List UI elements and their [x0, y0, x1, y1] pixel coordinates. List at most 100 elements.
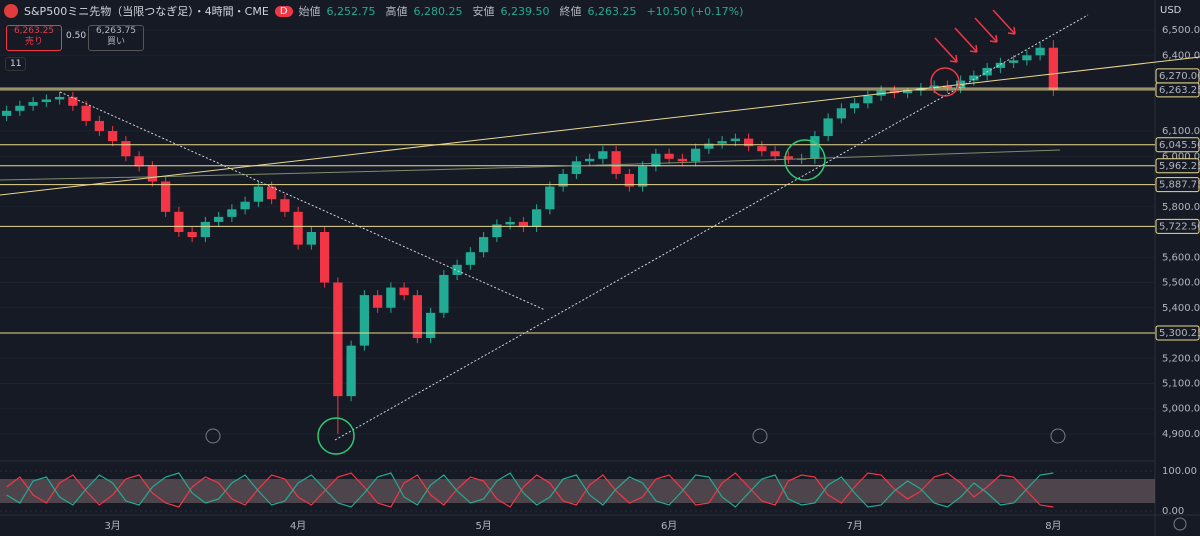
- candle-body: [1035, 47, 1045, 56]
- event-icon[interactable]: [205, 428, 221, 444]
- level-label: 6,263.25: [1159, 85, 1200, 96]
- candle-body: [598, 151, 608, 159]
- ohlc-value: 6,239.50: [500, 4, 550, 18]
- x-tick-label: 4月: [290, 520, 306, 532]
- currency[interactable]: USD: [1160, 5, 1182, 16]
- ohlc-value: 6,263.25: [587, 4, 637, 18]
- candle-body: [293, 211, 303, 245]
- candle-body: [1, 110, 12, 116]
- candle-body: [478, 237, 489, 253]
- buy-button[interactable]: 6,263.75 買い: [88, 25, 144, 51]
- candle-body: [611, 151, 621, 174]
- y-tick-label: 5,600.00: [1162, 252, 1200, 263]
- event-icon[interactable]: [1050, 428, 1066, 444]
- y-tick-label: 0.00: [1162, 506, 1184, 517]
- candle-body: [1048, 47, 1059, 90]
- buy-label: 買い: [106, 37, 125, 47]
- level-label-box: [1155, 177, 1200, 193]
- y-tick-label: 6,000.00: [1162, 151, 1200, 162]
- candle-body: [757, 146, 767, 152]
- candle-body: [571, 161, 582, 174]
- candle-body: [1022, 55, 1032, 61]
- candle-body: [836, 108, 847, 119]
- candle-body: [664, 153, 674, 159]
- oscillator-line: [6, 472, 1054, 508]
- y-tick-label: 6,500.00: [1162, 25, 1200, 36]
- level-label: 6,045.50: [1159, 140, 1200, 151]
- annotations: [0, 9, 1200, 531]
- candle-body: [266, 186, 277, 200]
- candle-body: [637, 166, 648, 187]
- highlight-circle: [317, 417, 355, 455]
- candle-body: [810, 136, 820, 159]
- y-tick-label: 5,100.00: [1162, 379, 1200, 390]
- candle-body: [863, 95, 873, 104]
- y-tick-label: 5,200.00: [1162, 353, 1200, 364]
- ohlc-label: 終値: [559, 5, 582, 18]
- candle-body: [452, 264, 462, 275]
- trendline: [0, 56, 1200, 196]
- level-label-box: [1155, 68, 1200, 84]
- candle-body: [439, 274, 449, 313]
- candle-body: [849, 103, 860, 109]
- change: +10.50 (+0.17%): [646, 4, 744, 18]
- candle-body: [174, 211, 184, 233]
- candle-body: [545, 186, 555, 210]
- candle-body: [969, 75, 979, 81]
- candle-body: [876, 90, 886, 96]
- candle-body: [465, 252, 476, 265]
- candle-body: [558, 173, 568, 187]
- candle-body: [372, 295, 383, 308]
- candle-body: [333, 282, 343, 397]
- candle-body: [399, 287, 409, 296]
- candle-body: [346, 345, 356, 397]
- y-tick-label: 5,400.00: [1162, 303, 1200, 314]
- level-label: 6,270.00: [1159, 71, 1200, 82]
- candle-body: [319, 232, 330, 283]
- candle-body: [624, 173, 635, 187]
- level-label: 5,962.25: [1159, 161, 1200, 172]
- candle-body: [995, 62, 1006, 68]
- candle-body: [823, 118, 833, 137]
- highlight-circle: [930, 67, 960, 97]
- level-label-box: [1155, 218, 1200, 234]
- trendline: [59, 91, 546, 311]
- candle-body: [227, 209, 237, 217]
- candle-body: [1008, 60, 1019, 63]
- candle-body: [359, 295, 370, 346]
- indicator-toggle[interactable]: 11: [5, 57, 27, 71]
- candle-body: [147, 166, 158, 182]
- candle-body: [531, 209, 542, 227]
- settings-icon[interactable]: [1173, 517, 1187, 531]
- candle-body: [717, 141, 727, 144]
- candle-body: [28, 101, 38, 106]
- candle-body: [187, 232, 197, 238]
- candle-body: [584, 158, 595, 162]
- trendline: [334, 14, 1089, 441]
- x-tick-label: 7月: [846, 520, 862, 532]
- y-tick-label: 5,800.00: [1162, 202, 1200, 213]
- candle-body: [942, 85, 953, 89]
- event-icon[interactable]: [752, 428, 768, 444]
- level-label: 5,722.50: [1159, 221, 1200, 232]
- level-label-box: [1155, 325, 1200, 341]
- candle-body: [240, 201, 250, 210]
- symbol-title[interactable]: S&P500ミニ先物（当限つなぎ足）・4時間・CME: [24, 5, 269, 18]
- status-badge: D: [274, 5, 293, 17]
- sell-button[interactable]: 6,263.25 売り: [6, 25, 62, 51]
- candle-body: [412, 295, 423, 339]
- candle-body: [81, 105, 91, 121]
- candle-body: [280, 199, 290, 212]
- candle-body: [54, 96, 65, 100]
- candle-body: [15, 105, 25, 111]
- y-tick-label: 5,500.00: [1162, 278, 1200, 289]
- y-tick-label: 5,000.00: [1162, 404, 1200, 415]
- symbol-logo: [4, 4, 18, 18]
- candle-body: [690, 148, 701, 162]
- level-label-box: [1155, 158, 1200, 174]
- ohlc-label: 高値: [385, 5, 408, 18]
- candle-body: [730, 138, 741, 142]
- candle-body: [505, 221, 515, 225]
